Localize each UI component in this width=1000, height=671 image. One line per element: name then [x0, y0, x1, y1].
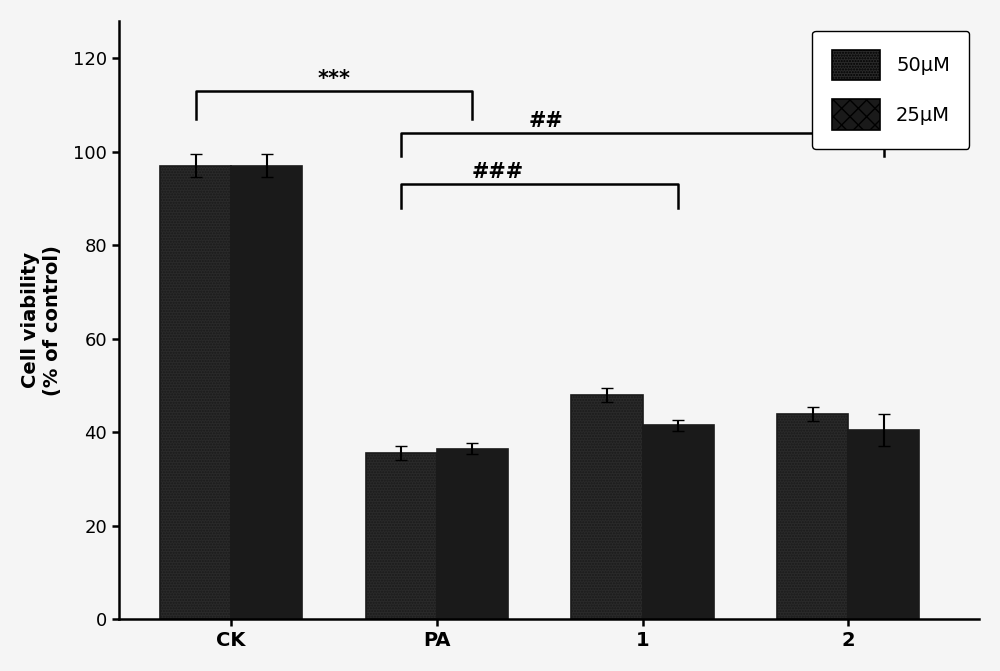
Bar: [366, 454, 437, 619]
Bar: [231, 166, 302, 619]
Bar: [848, 430, 919, 619]
Text: ##: ##: [529, 111, 563, 131]
Y-axis label: Cell viability
(% of control): Cell viability (% of control): [21, 245, 62, 395]
Bar: [437, 449, 508, 619]
Bar: [777, 413, 848, 619]
Text: ###: ###: [472, 162, 524, 182]
Bar: [643, 425, 714, 619]
Text: ***: ***: [317, 68, 350, 89]
Bar: [160, 166, 231, 619]
Legend: 50μM, 25μM: 50μM, 25μM: [812, 31, 969, 149]
Bar: [571, 395, 643, 619]
